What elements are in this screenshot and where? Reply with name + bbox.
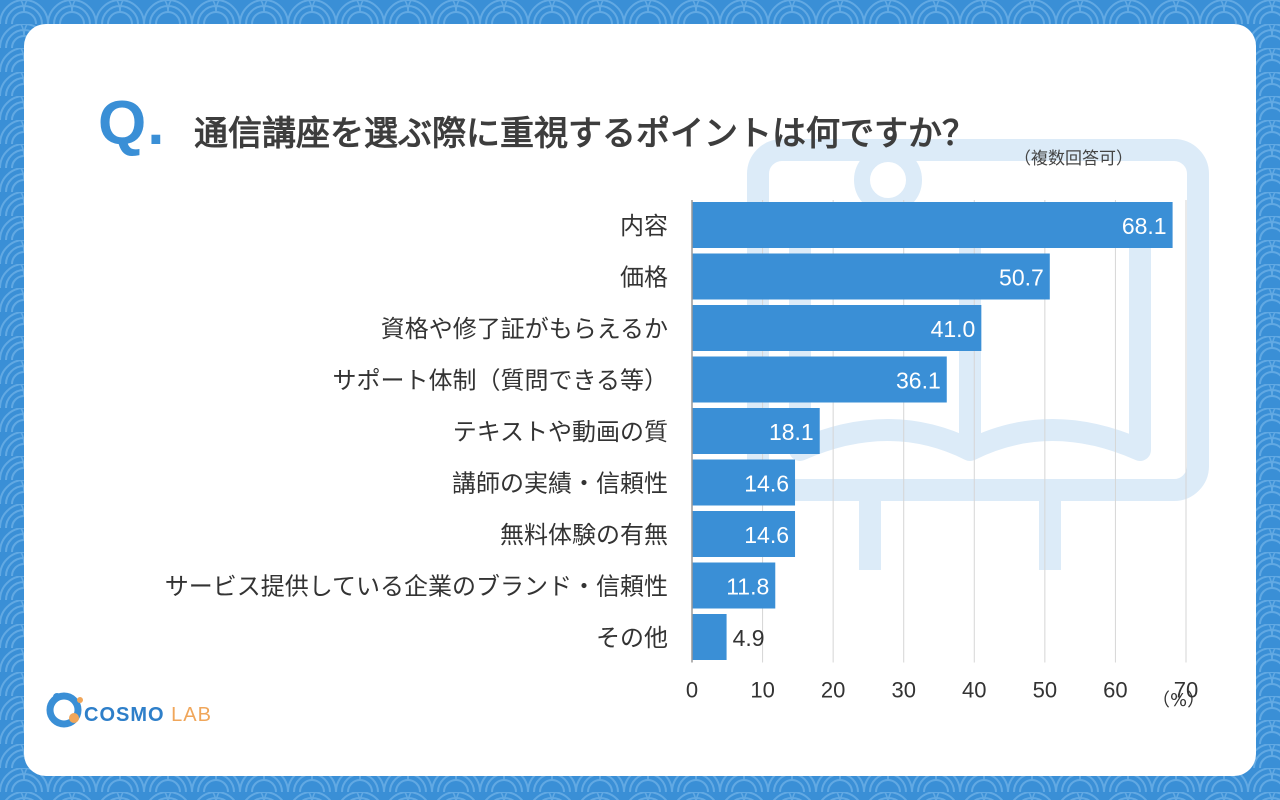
bar: [692, 511, 796, 557]
data-label: 50.7: [999, 265, 1044, 291]
bar: [692, 202, 1173, 248]
data-label: 4.9: [733, 625, 765, 651]
logo-text: COSMO LAB: [84, 704, 212, 727]
bar: [692, 614, 727, 660]
bar: [692, 305, 982, 351]
data-label: 36.1: [896, 368, 941, 394]
logo-text-sub: LAB: [171, 704, 212, 726]
content-card: Q. 通信講座を選ぶ際に重視するポイントは何ですか？ （複数回答可）: [24, 24, 1256, 776]
page-title: 通信講座を選ぶ際に重視するポイントは何ですか？: [194, 114, 976, 154]
logo-text-main: COSMO: [84, 704, 165, 726]
bar: [692, 408, 820, 454]
data-label: 14.6: [744, 522, 789, 548]
x-tick-label: 40: [962, 678, 986, 703]
data-label: 41.0: [931, 316, 976, 342]
category-label: 内容: [620, 212, 668, 240]
category-label: 講師の実績・信頼性: [452, 470, 668, 498]
category-label: 無料体験の有無: [500, 521, 668, 549]
category-label: サービス提供している企業のブランド・信頼性: [165, 573, 668, 601]
category-label: 資格や修了証がもらえるか: [381, 315, 668, 343]
bar: [692, 562, 776, 609]
x-tick-label: 50: [1033, 678, 1057, 703]
x-tick-label: 0: [686, 678, 698, 703]
cosmo-lab-logo: [46, 692, 83, 728]
data-label: 14.6: [744, 471, 789, 497]
x-tick-label: 30: [891, 678, 915, 703]
category-label: テキストや動画の質: [453, 418, 668, 446]
data-label: 18.1: [769, 419, 814, 445]
bar: [692, 253, 1050, 300]
logo-mark-icon: [46, 692, 83, 728]
multiple-answers-note: （複数回答可）: [1014, 149, 1133, 169]
category-label: その他: [596, 624, 668, 652]
x-tick-label: 10: [750, 678, 774, 703]
question-mark-label: Q.: [98, 89, 166, 158]
data-label: 11.8: [726, 574, 769, 600]
bar: [692, 356, 947, 403]
x-axis-unit-label: （%）: [1152, 690, 1206, 711]
x-tick-label: 70: [1174, 678, 1198, 703]
x-tick-label: 20: [821, 678, 845, 703]
data-label: 68.1: [1122, 213, 1167, 239]
bar: [692, 459, 796, 506]
category-label: 価格: [620, 264, 668, 292]
category-label: サポート体制（質問できる等）: [332, 367, 668, 395]
x-tick-label: 60: [1103, 678, 1127, 703]
